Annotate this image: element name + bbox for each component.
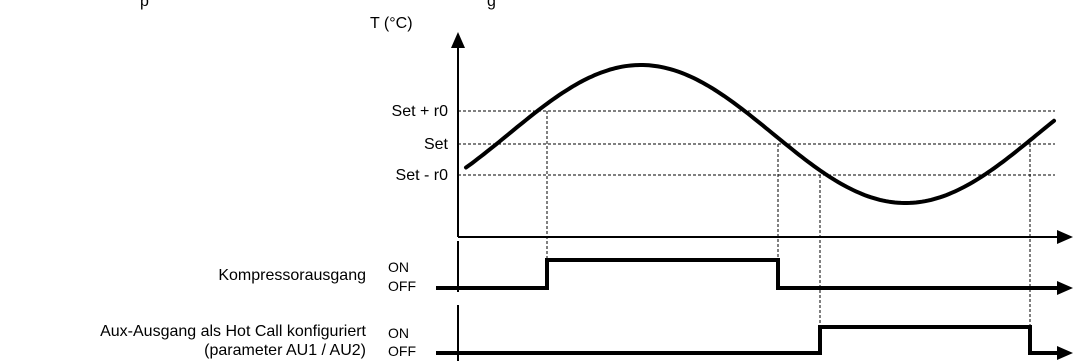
compressor-track-arrow-icon — [1057, 281, 1073, 295]
aux-output-label: Aux-Ausgang als Hot Call konfiguriert — [100, 323, 366, 340]
temperature-axis-arrow-icon — [451, 32, 465, 48]
level-label-set: Set — [424, 136, 449, 153]
compressor-off-label: OFF — [388, 278, 416, 294]
level-label-set-minus-r0: Set - r0 — [396, 167, 449, 184]
heading-fragment-tail: g — [487, 0, 496, 10]
temperature-curve — [464, 63, 1056, 205]
temperature-axis-label: T (°C) — [370, 15, 413, 32]
heading-fragment: p — [140, 0, 149, 10]
level-label-set-plus-r0: Set + r0 — [392, 103, 449, 120]
compressor-signal — [436, 258, 1060, 290]
compressor-output-label: Kompressorausgang — [218, 267, 366, 284]
aux-off-label: OFF — [388, 343, 416, 359]
aux-output-parameter-label: (parameter AU1 / AU2) — [204, 342, 366, 359]
time-axis-arrow-icon — [1057, 230, 1073, 244]
aux-signal — [436, 325, 1060, 355]
compressor-on-label: ON — [388, 259, 409, 275]
aux-track-arrow-icon — [1057, 346, 1073, 360]
aux-on-label: ON — [388, 325, 409, 341]
